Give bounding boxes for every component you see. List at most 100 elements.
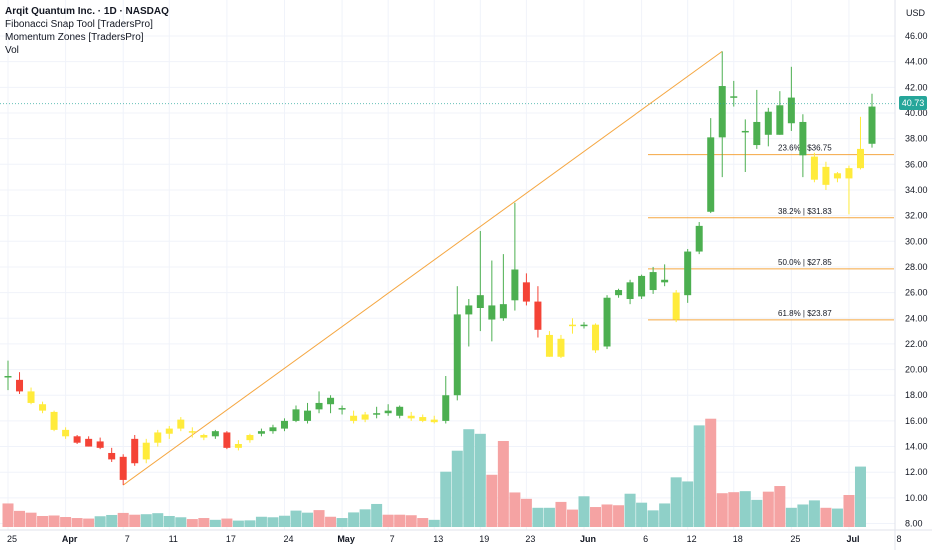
- volume-bar: [820, 507, 832, 527]
- volume-bar: [232, 520, 244, 527]
- candle-body: [246, 435, 254, 441]
- price-tick-label: 12.00: [905, 467, 928, 477]
- candle-body: [85, 438, 93, 447]
- volume-bar: [716, 493, 728, 527]
- candle-body: [741, 130, 749, 133]
- candle-body: [856, 148, 864, 169]
- candle-body: [154, 432, 162, 443]
- price-tick-label: 38.00: [905, 134, 928, 144]
- price-tick-label: 14.00: [905, 442, 928, 452]
- volume-bar: [175, 517, 187, 527]
- price-axis[interactable]: 46.00 44.00 42.00 40.00 38.00 36.00 34.00 32.00…: [905, 31, 928, 529]
- candle-body: [188, 431, 196, 433]
- candle-body: [131, 438, 139, 464]
- volume-bar: [313, 510, 325, 527]
- candle-body: [211, 431, 219, 437]
- volume-bar: [290, 510, 302, 527]
- candle-body: [419, 417, 427, 421]
- candle-body: [430, 419, 438, 423]
- volume-bar: [854, 466, 866, 527]
- trendline-segment: [122, 50, 723, 486]
- candle-body: [16, 379, 24, 392]
- price-tick-label: 20.00: [905, 365, 928, 375]
- fib-level-label: 38.2% | $31.83: [778, 207, 832, 216]
- volume-bar: [566, 509, 578, 527]
- candle-body: [833, 173, 841, 179]
- volume-bar: [106, 514, 118, 527]
- time-tick-label: 11: [169, 534, 178, 544]
- volume-bar: [705, 418, 717, 527]
- volume-bar: [2, 503, 14, 527]
- candle-body: [580, 324, 588, 327]
- candle-body: [776, 105, 784, 135]
- candle-body: [453, 314, 461, 396]
- price-tick-label: 44.00: [905, 57, 928, 67]
- candle-body: [315, 402, 323, 410]
- price-tick-label: 34.00: [905, 185, 928, 195]
- symbol-title[interactable]: Arqit Quantum Inc. · 1D · NASDAQ: [5, 6, 169, 17]
- time-tick-label: Apr: [62, 534, 78, 544]
- candle-body: [177, 419, 185, 429]
- time-tick-label: Jul: [846, 534, 859, 544]
- candle-body: [845, 168, 853, 179]
- indicator-fibonacci[interactable]: Fibonacci Snap Tool [TradersPro]: [5, 19, 153, 30]
- candle-body: [649, 272, 657, 291]
- time-tick-label: 23: [525, 534, 535, 544]
- candle-body: [142, 442, 150, 460]
- volume-bar: [785, 507, 797, 527]
- volume-bar: [647, 510, 659, 527]
- volume-bar: [302, 512, 314, 527]
- volume-bar: [198, 518, 210, 527]
- indicator-momentum[interactable]: Momentum Zones [TradersPro]: [5, 32, 144, 43]
- time-tick-label: 25: [7, 534, 17, 544]
- time-tick-label: 12: [687, 534, 697, 544]
- volume-bar: [590, 507, 602, 527]
- candle-body: [327, 397, 335, 405]
- volume-bar: [555, 501, 567, 527]
- volume-bar: [37, 515, 49, 527]
- candle-body: [27, 391, 35, 403]
- volume-bar: [394, 514, 406, 527]
- volume-bar: [382, 514, 394, 527]
- time-tick-label: 24: [283, 534, 293, 544]
- candle-body: [868, 106, 876, 144]
- price-tick-label: 10.00: [905, 493, 928, 503]
- volume-bar: [739, 491, 751, 527]
- time-tick-label: 18: [733, 534, 743, 544]
- candle-body: [108, 452, 116, 460]
- candle-body: [292, 409, 300, 421]
- price-tick-label: 42.00: [905, 82, 928, 92]
- currency-label[interactable]: USD: [906, 8, 926, 18]
- volume-bar: [14, 510, 26, 527]
- fib-level-label: 61.8% | $23.87: [778, 309, 832, 318]
- time-axis[interactable]: 25Apr7111724May7131923Jun6121825Jul81418…: [7, 534, 932, 544]
- volume-bar: [244, 520, 256, 527]
- volume-bar: [774, 486, 786, 527]
- volume-bar: [797, 504, 809, 527]
- volume-bar: [762, 491, 774, 527]
- candle-body: [165, 428, 173, 434]
- trendline[interactable]: [122, 50, 723, 486]
- candle-body: [615, 290, 623, 296]
- price-tick-label: 46.00: [905, 31, 928, 41]
- candle-body: [822, 166, 830, 185]
- time-tick-label: 7: [125, 534, 130, 544]
- price-tick-label: 36.00: [905, 159, 928, 169]
- time-tick-label: Jun: [580, 534, 596, 544]
- volume-bar: [325, 516, 337, 527]
- candle-body: [499, 304, 507, 319]
- volume-bar: [670, 477, 682, 527]
- candle-body: [661, 279, 669, 283]
- candle-body: [384, 410, 392, 414]
- volume-bar: [336, 518, 348, 527]
- volume-bar: [831, 508, 843, 527]
- price-tick-label: 26.00: [905, 288, 928, 298]
- indicator-volume[interactable]: Vol: [5, 45, 19, 56]
- volume-bar: [140, 514, 152, 527]
- candle-body: [350, 415, 358, 421]
- candle-body: [4, 375, 12, 378]
- volume-bar: [417, 518, 429, 527]
- candle-body: [557, 338, 565, 357]
- candle-body: [73, 436, 81, 443]
